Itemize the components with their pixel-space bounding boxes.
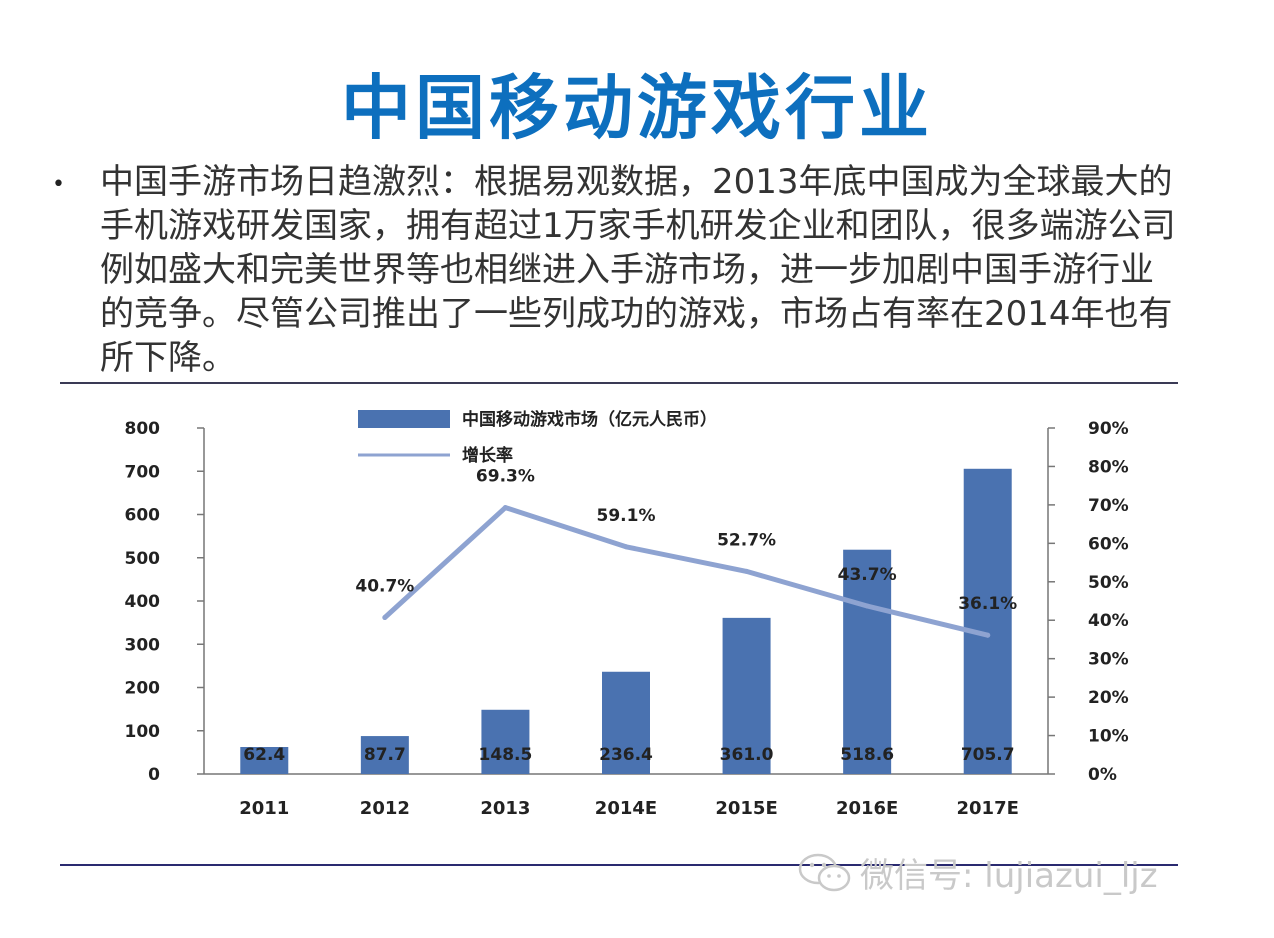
bar-value-label: 148.5 [479, 745, 533, 765]
y-right-tick-label: 70% [1088, 496, 1129, 516]
bar-value-label: 518.6 [840, 745, 894, 765]
bar [481, 709, 530, 774]
bar [722, 617, 771, 774]
bar [240, 747, 289, 774]
growth-label: 36.1% [958, 594, 1017, 614]
bar-value-label: 62.4 [243, 745, 285, 765]
growth-label: 40.7% [355, 577, 414, 597]
y-left-tick-label: 800 [125, 419, 161, 439]
legend-line-label: 增长率 [462, 445, 513, 466]
bar-value-label: 87.7 [364, 745, 406, 765]
y-left-tick-label: 400 [125, 592, 161, 612]
bullet-dot: • [52, 172, 65, 197]
y-right-tick-label: 90% [1088, 419, 1129, 439]
legend-bar-swatch [358, 410, 450, 428]
growth-point [864, 603, 870, 609]
x-tick-label: 2012 [360, 798, 410, 819]
growth-point [985, 632, 991, 638]
x-tick-label: 2017E [957, 798, 1019, 819]
growth-point [502, 505, 508, 511]
x-tick-label: 2016E [836, 798, 898, 819]
watermark-text: 微信号: lujiazui_ljz [860, 856, 1158, 896]
bullet-text: 中国手游市场日趋激烈：根据易观数据，2013年底中国成为全球最大的手机游戏研发国… [100, 162, 1176, 378]
y-right-tick-label: 40% [1088, 611, 1129, 631]
growth-point [744, 568, 750, 574]
y-left-tick-label: 200 [125, 679, 161, 699]
y-right-tick-label: 30% [1088, 650, 1129, 670]
growth-label: 43.7% [838, 565, 897, 585]
watermark: 微信号: lujiazui_ljz [798, 848, 1158, 903]
bar-value-label: 705.7 [961, 745, 1015, 765]
x-tick-label: 2011 [239, 798, 289, 819]
growth-line [382, 505, 991, 638]
y-right-tick-label: 50% [1088, 573, 1129, 593]
y-right-tick-label: 10% [1088, 727, 1129, 747]
bottom-divider [60, 864, 1178, 866]
y-left-tick-label: 500 [125, 549, 161, 569]
growth-label: 52.7% [717, 530, 776, 550]
y-left-tick-label: 0 [148, 765, 160, 785]
bar [360, 736, 409, 774]
bar-value-label: 361.0 [720, 745, 774, 765]
growth-label: 59.1% [597, 506, 656, 526]
y-right-tick-label: 80% [1088, 457, 1129, 477]
y-right-tick-label: 20% [1088, 688, 1129, 708]
bar [602, 671, 650, 774]
x-tick-label: 2015E [715, 798, 777, 819]
x-tick-label: 2014E [595, 798, 657, 819]
wechat-icon [798, 852, 854, 903]
slide-title: 中国移动游戏行业 [341, 67, 933, 149]
growth-label: 69.3% [476, 467, 535, 487]
y-right-tick-label: 0% [1088, 765, 1117, 785]
y-left-tick-label: 700 [125, 462, 161, 482]
bar [843, 549, 892, 774]
x-tick-label: 2013 [480, 798, 530, 819]
top-divider [60, 382, 1178, 384]
y-right-tick-label: 60% [1088, 534, 1129, 554]
y-left-tick-label: 300 [125, 635, 161, 655]
growth-point [623, 544, 629, 550]
bar [963, 468, 1012, 774]
bar-value-label: 236.4 [599, 745, 653, 765]
y-left-tick-label: 100 [125, 722, 161, 742]
legend-bar-label: 中国移动游戏市场（亿元人民币） [462, 409, 717, 430]
growth-point [382, 615, 388, 621]
y-left-tick-label: 600 [125, 506, 161, 526]
